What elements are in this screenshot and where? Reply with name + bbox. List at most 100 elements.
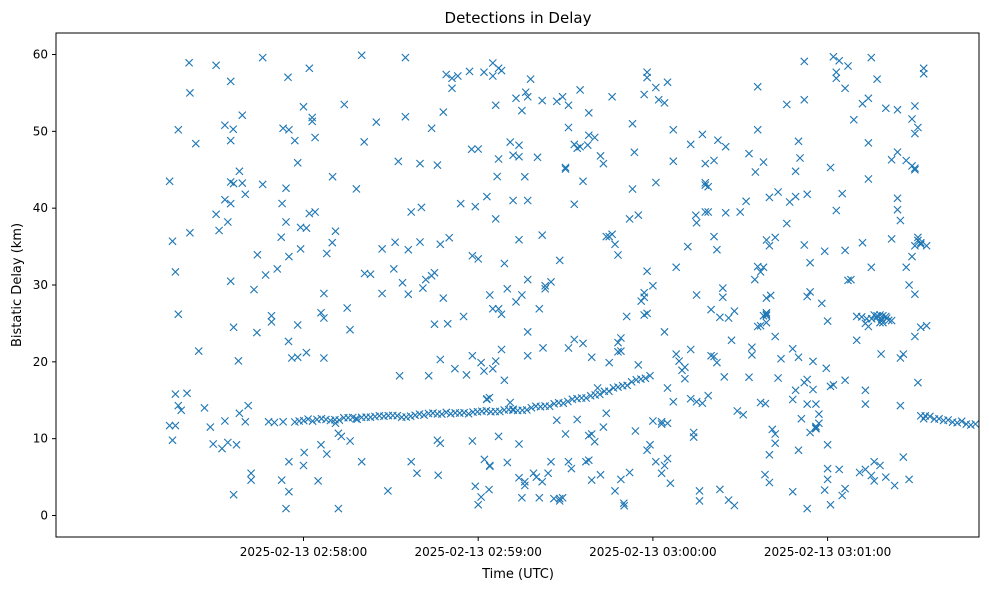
- detection-point: [756, 321, 765, 330]
- detection-point: [605, 358, 614, 367]
- detection-point: [506, 138, 515, 147]
- y-axis-label: Bistatic Delay (km): [10, 223, 25, 347]
- detection-point: [616, 347, 625, 356]
- detection-point: [876, 461, 884, 470]
- detection-point: [480, 367, 488, 375]
- detection-point: [803, 375, 812, 384]
- detection-point: [823, 475, 832, 484]
- detection-point: [464, 409, 473, 418]
- detection-point: [241, 417, 250, 426]
- detection-point: [296, 244, 305, 253]
- detection-point: [506, 398, 515, 407]
- detection-point: [657, 469, 666, 478]
- detection-point: [803, 504, 812, 513]
- detection-point: [509, 196, 518, 205]
- detection-point: [544, 469, 553, 478]
- detection-point: [637, 297, 646, 306]
- detection-point: [247, 469, 256, 478]
- detection-point: [352, 184, 361, 193]
- detection-point: [474, 500, 483, 509]
- detection-point: [468, 351, 477, 360]
- detection-point: [244, 401, 253, 410]
- detection-point: [509, 405, 518, 414]
- detection-point: [416, 159, 424, 168]
- detection-point: [881, 473, 890, 482]
- detection-point: [602, 232, 611, 241]
- detection-point: [794, 446, 803, 455]
- detection-point: [495, 407, 504, 416]
- detection-point: [753, 322, 762, 331]
- detection-point: [235, 167, 244, 176]
- detection-point: [822, 364, 831, 373]
- detection-point: [695, 496, 704, 505]
- detection-point: [905, 281, 914, 289]
- detection-point: [393, 411, 402, 420]
- detection-point: [587, 476, 596, 485]
- detection-point: [417, 203, 426, 212]
- x-tick-label: 2025-02-13 02:59:00: [414, 545, 541, 559]
- detection-point: [191, 139, 200, 148]
- detection-point: [622, 312, 631, 321]
- detection-point: [564, 101, 573, 110]
- detection-point: [407, 457, 416, 466]
- detection-point: [555, 256, 564, 265]
- detection-point: [788, 487, 797, 496]
- detection-point: [761, 399, 770, 408]
- detection-point: [908, 252, 916, 261]
- detection-point: [515, 473, 523, 482]
- detection-point: [751, 168, 760, 176]
- detection-point: [721, 208, 730, 217]
- detection-point: [308, 117, 317, 126]
- detection-point: [290, 136, 299, 145]
- detection-point: [654, 95, 663, 104]
- detection-point: [177, 406, 186, 415]
- detection-point: [467, 145, 476, 154]
- detection-point: [383, 486, 392, 495]
- detection-point: [765, 193, 774, 202]
- detection-point: [220, 417, 229, 425]
- detection-point: [561, 163, 570, 172]
- detection-point: [357, 51, 366, 60]
- detection-point: [547, 457, 555, 466]
- detection-point: [555, 494, 564, 503]
- detection-point: [570, 140, 579, 149]
- detection-point: [651, 457, 660, 466]
- detection-point: [319, 354, 328, 362]
- detection-point: [407, 208, 416, 216]
- detection-point: [319, 314, 328, 322]
- detection-point: [168, 237, 177, 246]
- detection-point: [614, 251, 622, 259]
- x-tick-label: 2025-02-13 02:58:00: [240, 545, 367, 559]
- detection-point: [686, 140, 695, 149]
- detection-point: [171, 267, 180, 276]
- detection-point: [870, 476, 879, 485]
- detection-point: [753, 125, 762, 134]
- detection-point: [570, 335, 579, 344]
- detection-point: [171, 421, 180, 430]
- detection-point: [669, 157, 678, 166]
- detection-point: [640, 288, 649, 297]
- detection-point: [646, 440, 654, 449]
- detection-point: [625, 214, 634, 223]
- detection-point: [340, 100, 349, 109]
- detection-point: [253, 250, 262, 259]
- detection-point: [520, 481, 529, 490]
- detection-point: [418, 284, 427, 293]
- detection-point: [641, 374, 650, 383]
- detection-point: [701, 208, 710, 216]
- detection-point: [739, 410, 748, 419]
- detection-point: [226, 277, 235, 286]
- detection-point: [538, 96, 547, 105]
- detection-point: [712, 358, 721, 367]
- detection-point: [485, 462, 494, 471]
- detection-point: [238, 179, 247, 188]
- detection-point: [185, 88, 194, 97]
- detection-point: [299, 461, 308, 470]
- detection-point: [346, 325, 354, 334]
- detection-point: [165, 177, 174, 186]
- detection-point: [515, 152, 523, 161]
- detection-point: [194, 347, 203, 356]
- detection-point: [547, 277, 555, 286]
- detection-point: [864, 175, 873, 183]
